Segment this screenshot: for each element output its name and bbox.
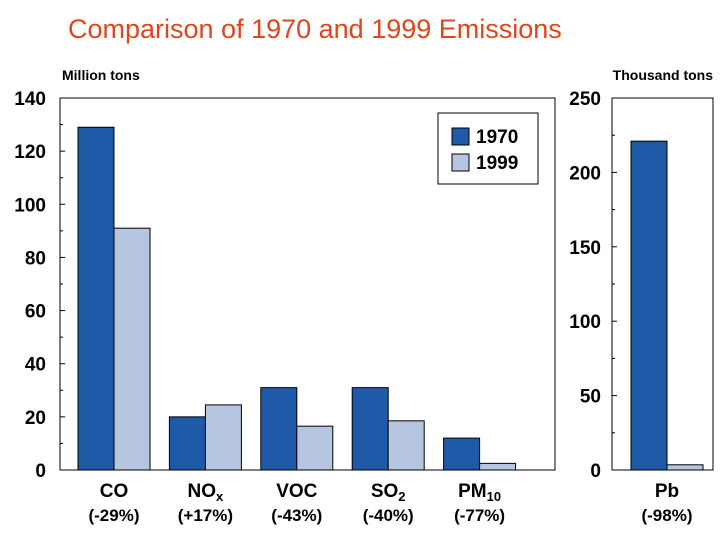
- left-tick-label: 20: [25, 408, 46, 429]
- bar-voc-1999: [296, 425, 334, 471]
- category-label: VOC: [276, 481, 317, 502]
- right-chart-thousand-tons: Thousand tons 0 50 100 150 200 250 Pb (-98%): [569, 67, 713, 525]
- bar-co-1999: [113, 227, 151, 471]
- bar-so2-1999: [387, 420, 425, 471]
- category-label: Pb: [655, 481, 679, 502]
- bar-so2-1970: [351, 387, 389, 471]
- left-tick-label: 0: [35, 461, 46, 482]
- right-tick-label: 150: [569, 238, 601, 259]
- left-tick-label: 140: [14, 89, 46, 110]
- category-label: NOx: [188, 481, 225, 504]
- bar-nox-1970: [168, 416, 206, 471]
- left-tick-label: 60: [25, 302, 46, 323]
- legend-label-1999: 1999: [476, 153, 518, 174]
- legend-swatch-1999: [451, 153, 470, 172]
- bar-voc-1970: [260, 387, 298, 471]
- slide-title: Comparison of 1970 and 1999 Emissions: [68, 14, 562, 44]
- left-tick-label: 100: [14, 195, 46, 216]
- percent-change-label: (+17%): [178, 506, 233, 525]
- bar-co-1970: [77, 126, 115, 471]
- category-label: SO2: [371, 481, 406, 504]
- right-tick-label: 200: [569, 163, 601, 184]
- bar-pm10-1970: [443, 437, 481, 471]
- category-label: PM10: [458, 481, 501, 504]
- legend-label-1970: 1970: [476, 127, 518, 148]
- left-chart-million-tons: Million tons 0 20 40 60 80 100 120 140 CO (-29%) NO…: [14, 67, 517, 525]
- right-tick-label: 0: [590, 461, 601, 482]
- left-tick-label: 80: [25, 248, 46, 269]
- right-y-axis-label: Thousand tons: [613, 67, 714, 83]
- right-tick-label: 100: [569, 312, 601, 333]
- percent-change-label: (-98%): [641, 506, 692, 525]
- percent-change-label: (-29%): [88, 506, 139, 525]
- category-label: CO: [100, 481, 129, 502]
- percent-change-label: (-43%): [271, 506, 322, 525]
- percent-change-label: (-40%): [363, 506, 414, 525]
- bar-pb-1970: [630, 140, 668, 471]
- bar-nox-1999: [204, 404, 242, 471]
- bar-pm10-1999: [479, 462, 517, 471]
- left-y-axis-label: Million tons: [62, 67, 140, 83]
- legend: 1970 1999: [437, 112, 539, 185]
- left-tick-label: 120: [14, 142, 46, 163]
- bar-pb-1999: [666, 464, 704, 471]
- legend-box: [437, 112, 539, 185]
- right-tick-label: 50: [580, 387, 601, 408]
- legend-swatch-1970: [451, 127, 470, 146]
- left-tick-label: 40: [25, 355, 46, 376]
- percent-change-label: (-77%): [454, 506, 505, 525]
- right-tick-label: 250: [569, 89, 601, 110]
